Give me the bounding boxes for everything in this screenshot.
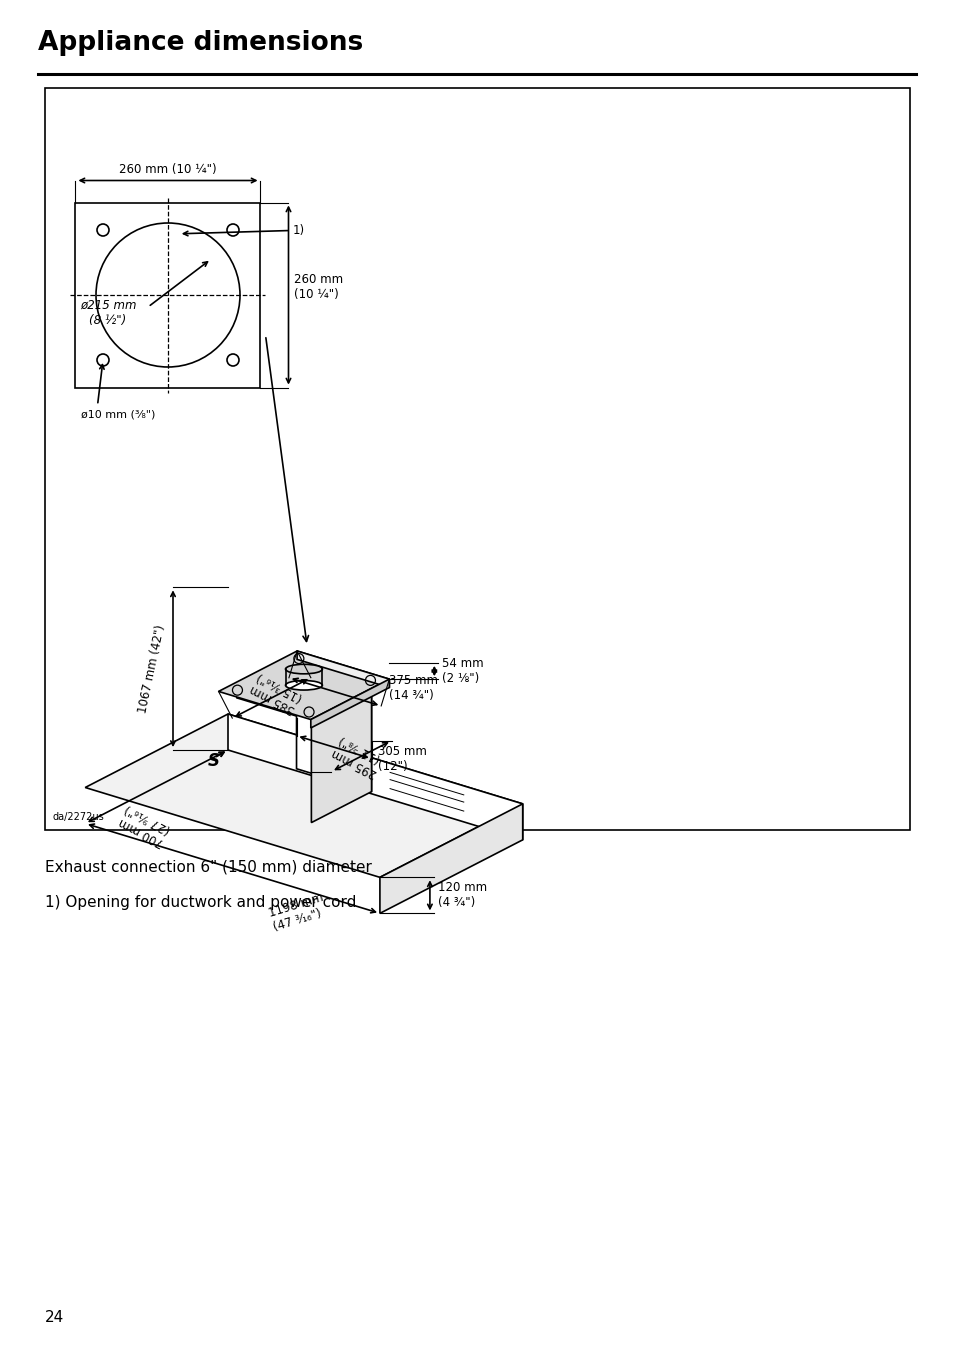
Text: 260 mm
(10 ¼"): 260 mm (10 ¼") (294, 273, 343, 301)
Text: 295 mm
(11 ⁵⁄₈"): 295 mm (11 ⁵⁄₈") (330, 733, 386, 780)
Polygon shape (218, 652, 389, 719)
Text: Appliance dimensions: Appliance dimensions (38, 30, 363, 55)
Text: 260 mm (10 ¼"): 260 mm (10 ¼") (119, 162, 216, 176)
Text: 700 mm
(27 ⁹⁄₁₆"): 700 mm (27 ⁹⁄₁₆") (116, 802, 172, 849)
Text: ø10 mm (³⁄₈"): ø10 mm (³⁄₈") (81, 410, 155, 419)
Ellipse shape (285, 680, 322, 690)
Polygon shape (311, 679, 389, 727)
Text: S: S (208, 752, 220, 771)
Text: 1198 mm
(47 ³⁄₁₆"): 1198 mm (47 ³⁄₁₆") (267, 891, 330, 934)
Bar (75, 203, 260, 388)
Bar (45, 88, 909, 830)
Text: da/2272us: da/2272us (53, 813, 105, 822)
Text: 1067 mm (42"): 1067 mm (42") (136, 623, 168, 714)
Polygon shape (379, 804, 522, 914)
Polygon shape (311, 690, 371, 822)
Polygon shape (296, 667, 371, 792)
Text: 1) Opening for ductwork and power cord: 1) Opening for ductwork and power cord (45, 895, 356, 910)
Text: 54 mm
(2 ⅛"): 54 mm (2 ⅛") (442, 657, 483, 685)
Polygon shape (85, 714, 522, 877)
Polygon shape (296, 652, 389, 688)
Text: Exhaust connection 6" (150 mm) diameter: Exhaust connection 6" (150 mm) diameter (45, 860, 372, 875)
Text: 120 mm
(4 ¾"): 120 mm (4 ¾") (437, 882, 487, 910)
Text: 24: 24 (45, 1310, 64, 1325)
Text: 375 mm
(14 ¾"): 375 mm (14 ¾") (389, 673, 437, 702)
Text: 305 mm
(12"): 305 mm (12") (377, 745, 426, 772)
Polygon shape (228, 714, 522, 840)
Polygon shape (236, 667, 371, 721)
Text: 385 mm
(15 ³⁄₁₆"): 385 mm (15 ³⁄₁₆") (248, 669, 305, 717)
Text: ø215 mm
(8 ½"): ø215 mm (8 ½") (80, 299, 136, 327)
Text: 1): 1) (293, 224, 304, 237)
Ellipse shape (285, 664, 322, 673)
